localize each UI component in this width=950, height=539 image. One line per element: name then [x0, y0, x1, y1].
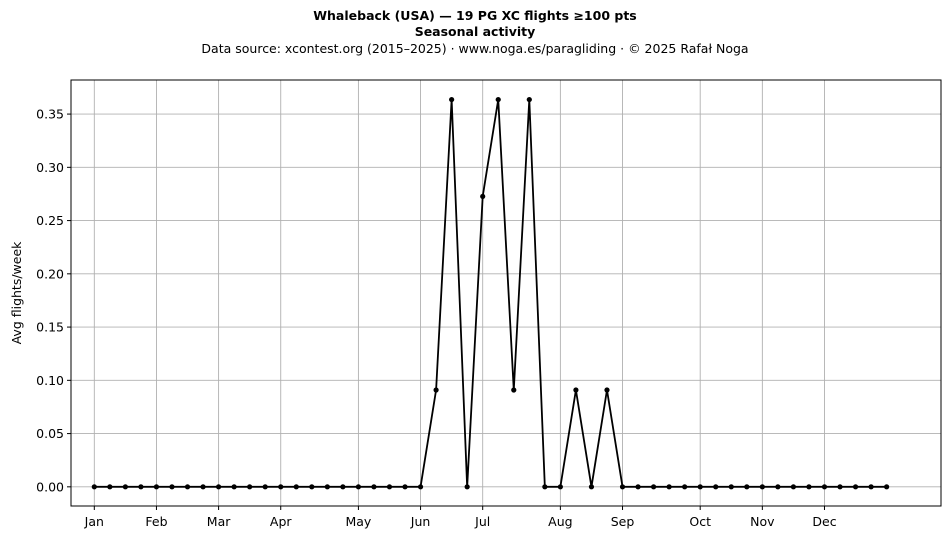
- data-point: [666, 484, 672, 490]
- data-point: [837, 484, 843, 490]
- x-tick-label: Sep: [611, 514, 635, 529]
- grid-lines: [71, 80, 941, 506]
- data-point: [107, 484, 113, 490]
- data-point: [728, 484, 734, 490]
- data-point: [91, 484, 97, 490]
- x-tick-label: Apr: [270, 514, 292, 529]
- data-point: [122, 484, 128, 490]
- data-point: [324, 484, 330, 490]
- data-point: [884, 484, 890, 490]
- y-tick-label: 0.35: [36, 107, 64, 122]
- data-point: [480, 193, 486, 200]
- data-point: [682, 484, 688, 490]
- data-point: [371, 484, 377, 490]
- plot-frame: [70, 79, 942, 507]
- data-point: [557, 484, 563, 490]
- data-point: [573, 387, 579, 393]
- x-tick-label: Mar: [207, 514, 231, 529]
- y-tick-label: 0.20: [36, 266, 64, 281]
- data-point: [247, 484, 253, 490]
- data-point: [169, 484, 175, 490]
- data-point: [588, 484, 595, 490]
- y-axis-ticks: 0.00 0.05 0.10 0.15 0.20 0.25 0.30 0.35: [36, 107, 71, 494]
- data-point: [806, 484, 812, 490]
- data-point: [293, 484, 299, 490]
- data-point: [309, 484, 315, 490]
- data-point: [635, 484, 641, 490]
- series-line: [94, 99, 887, 488]
- data-point: [262, 484, 268, 490]
- x-tick-label: Jan: [84, 514, 104, 529]
- data-point: [340, 484, 346, 490]
- data-point: [775, 484, 781, 490]
- y-tick-label: 0.10: [36, 373, 64, 388]
- y-axis-label: Avg flights/week: [9, 241, 24, 345]
- y-tick-label: 0.15: [36, 320, 64, 335]
- x-tick-label: Feb: [145, 514, 167, 529]
- data-point: [138, 484, 144, 490]
- y-tick-label: 0.05: [36, 426, 64, 441]
- data-point: [511, 387, 517, 393]
- data-point: [744, 484, 750, 490]
- data-point: [650, 484, 657, 490]
- y-tick-label: 0.30: [36, 160, 64, 175]
- data-point: [868, 484, 874, 490]
- data-point: [278, 484, 284, 490]
- x-axis-ticks: Jan Feb Mar Apr May Jun Jul Aug Sep Oct Nov Dec: [84, 506, 837, 529]
- y-tick-label: 0.25: [36, 213, 64, 228]
- data-point: [697, 484, 703, 490]
- data-point: [402, 484, 408, 490]
- chart-title: Whaleback (USA) — 19 PG XC flights ≥100 …: [313, 8, 637, 23]
- data-point: [759, 484, 765, 490]
- chart-subtitle: Seasonal activity: [414, 24, 536, 39]
- data-point: [433, 387, 439, 393]
- x-tick-label: Aug: [548, 514, 572, 529]
- data-point: [386, 484, 393, 490]
- x-tick-label: Nov: [750, 514, 775, 529]
- data-point: [619, 484, 626, 490]
- data-point: [417, 484, 424, 490]
- data-point: [852, 484, 859, 490]
- chart-titles: Whaleback (USA) — 19 PG XC flights ≥100 …: [0, 8, 950, 57]
- data-point: [604, 387, 610, 393]
- data-point: [215, 484, 222, 490]
- data-point: [153, 484, 160, 490]
- data-point: [449, 96, 455, 103]
- data-point: [184, 484, 191, 490]
- data-point: [713, 484, 719, 490]
- x-tick-label: Oct: [689, 514, 711, 529]
- data-point: [790, 484, 797, 490]
- x-tick-label: Jun: [410, 514, 431, 529]
- data-source-note: Data source: xcontest.org (2015–2025) · …: [201, 41, 749, 56]
- data-point: [464, 484, 470, 490]
- data-point: [231, 484, 237, 490]
- x-tick-label: Dec: [812, 514, 836, 529]
- x-tick-label: Jul: [474, 514, 490, 529]
- y-tick-label: 0.00: [36, 479, 64, 494]
- data-point: [355, 484, 362, 490]
- data-point: [526, 96, 532, 103]
- data-point: [495, 96, 501, 103]
- data-point: [200, 484, 206, 490]
- data-point: [542, 484, 548, 490]
- x-tick-label: May: [345, 514, 371, 529]
- data-points: [91, 96, 890, 490]
- data-point: [821, 484, 828, 490]
